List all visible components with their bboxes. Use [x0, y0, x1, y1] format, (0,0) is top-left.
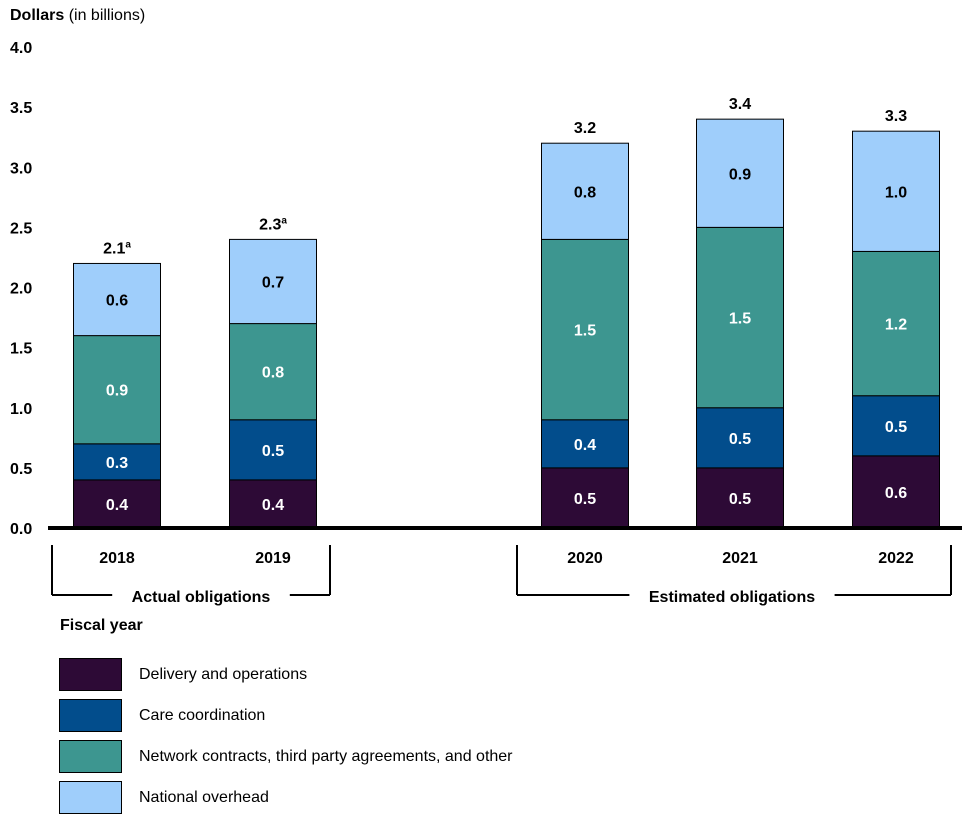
y-tick-label: 3.5 [10, 100, 32, 117]
bar-total-label: 2.1a [103, 239, 131, 257]
legend-label: Delivery and operations [139, 666, 308, 683]
legend-swatch [59, 658, 122, 691]
bar-segment [696, 467, 784, 529]
bar-value-label: 0.4 [106, 497, 128, 514]
bar-segment [852, 250, 940, 397]
bar-segment [229, 238, 317, 325]
x-tick-label: 2019 [255, 550, 291, 567]
bar-total-label: 3.4 [729, 96, 751, 113]
bar-value-label: 0.5 [729, 491, 751, 508]
bar-value-label: 0.8 [262, 365, 284, 382]
x-axis-title: Fiscal year [60, 617, 143, 634]
x-tick-label: 2020 [567, 550, 603, 567]
y-tick-label: 2.5 [10, 220, 32, 237]
bar-segment [696, 118, 784, 228]
bar-value-label: 0.4 [262, 497, 284, 514]
legend-swatch [59, 740, 122, 773]
bar-value-label: 0.4 [574, 437, 596, 454]
legend-label: Care coordination [139, 707, 266, 724]
y-tick-label: 4.0 [10, 40, 32, 57]
bar-value-label: 0.5 [574, 491, 596, 508]
bar-segment [852, 130, 940, 252]
bar-segment [696, 226, 784, 409]
bar-value-label: 1.0 [885, 184, 907, 201]
bar-value-label: 1.5 [574, 323, 596, 340]
y-tick-label: 0.5 [10, 461, 32, 478]
bar-segment [852, 395, 940, 457]
bar-value-label: 1.2 [885, 317, 907, 334]
y-tick-label: 2.0 [10, 281, 32, 298]
x-tick-label: 2018 [99, 550, 135, 567]
bar-total-label: 2.3a [259, 215, 287, 233]
legend-swatch [59, 781, 122, 814]
group-label: Estimated obligations [649, 589, 815, 606]
x-tick-label: 2021 [722, 550, 758, 567]
bar-value-label: 0.5 [262, 443, 284, 460]
bar-segment [541, 142, 629, 240]
bar-value-label: 0.7 [262, 274, 284, 291]
y-tick-label: 1.5 [10, 341, 32, 358]
y-axis-title: Dollars (in billions) [10, 7, 145, 25]
legend-swatch [59, 699, 122, 732]
legend-label: National overhead [139, 789, 269, 806]
group-label: Actual obligations [132, 589, 271, 606]
bar-segment [229, 323, 317, 421]
bar-value-label: 0.9 [729, 166, 751, 183]
bar-total-label: 3.3 [885, 108, 907, 125]
y-tick-label: 0.0 [10, 521, 32, 538]
bar-segment [541, 467, 629, 529]
bar-segment [541, 419, 629, 469]
bar-value-label: 0.3 [106, 455, 128, 472]
y-axis-title-bold: Dollars [10, 7, 65, 24]
bar-total-label: 3.2 [574, 120, 596, 137]
bar-value-label: 0.5 [885, 419, 907, 436]
bar-value-label: 0.9 [106, 383, 128, 400]
bar-segment [73, 335, 161, 445]
x-tick-label: 2022 [878, 550, 914, 567]
bar-segment [73, 479, 161, 529]
legend-label: Network contracts, third party agreement… [139, 748, 513, 765]
bar-segment [73, 443, 161, 481]
bar-value-label: 0.6 [885, 485, 907, 502]
stacked-bar-chart: 0.0 0.5 1.0 1.5 2.0 2.5 3.0 3.5 4.0 0.4 0.3 0.9 0.6 2… [10, 40, 962, 606]
y-axis-title-unit: (in billions) [64, 7, 146, 24]
y-tick-label: 1.0 [10, 401, 32, 418]
bar-value-label: 0.8 [574, 184, 596, 201]
bar-segment [73, 262, 161, 337]
y-tick-label: 3.0 [10, 160, 32, 177]
bar-value-label: 0.6 [106, 293, 128, 310]
bar-value-label: 0.5 [729, 431, 751, 448]
bar-segment [696, 407, 784, 469]
bar-value-label: 1.5 [729, 311, 751, 328]
